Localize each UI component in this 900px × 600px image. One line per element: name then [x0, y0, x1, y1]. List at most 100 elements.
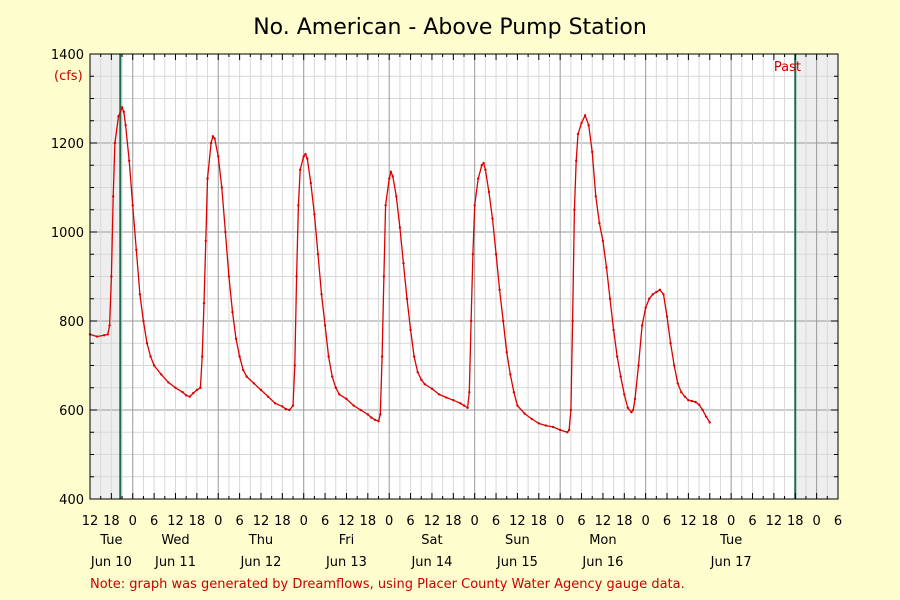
data-point [405, 297, 409, 300]
data-point [516, 404, 519, 407]
data-point [672, 364, 676, 367]
date-label: Jun 17 [710, 555, 752, 570]
data-point [644, 306, 647, 309]
data-point [127, 159, 131, 162]
weekday-label: Sat [421, 533, 442, 548]
data-point [619, 375, 622, 378]
weekday-label: Fri [339, 533, 355, 548]
data-point [160, 373, 163, 376]
y-tick-label: 1000 [51, 226, 84, 241]
data-point [388, 177, 391, 180]
data-point [234, 337, 238, 340]
data-point [309, 181, 313, 185]
data-point [231, 310, 234, 314]
data-point [631, 408, 635, 412]
y-tick-label: 800 [59, 315, 84, 330]
axis-ticks [89, 53, 839, 500]
x-tick-label: 12 [595, 514, 612, 529]
data-point [567, 428, 571, 432]
data-point [211, 135, 215, 138]
date-label: Jun 16 [581, 555, 623, 570]
data-point [477, 177, 480, 180]
data-point [640, 324, 644, 327]
data-point [615, 355, 619, 358]
data-point [334, 386, 337, 389]
data-point [651, 293, 654, 296]
data-point [605, 266, 608, 269]
data-point [327, 355, 330, 358]
data-point [110, 275, 113, 278]
data-point [298, 168, 302, 171]
data-point [306, 157, 309, 160]
data-point [437, 393, 441, 396]
data-point [501, 319, 505, 323]
x-tick-label: 6 [150, 514, 158, 529]
data-point [291, 404, 295, 407]
data-point [633, 397, 637, 401]
data-point [202, 302, 206, 305]
data-point [152, 364, 156, 367]
grid [89, 53, 839, 500]
data-point [482, 161, 485, 165]
data-point [313, 213, 316, 216]
date-label: Jun 11 [154, 555, 196, 570]
data-point [331, 375, 334, 378]
data-point [224, 230, 227, 234]
x-tick-label: 18 [103, 514, 120, 529]
data-point [149, 355, 152, 358]
data-point [382, 275, 386, 278]
weekday-label: Wed [161, 533, 189, 548]
flow-series [88, 105, 711, 434]
x-tick-label: 6 [663, 514, 671, 529]
data-point [576, 132, 580, 136]
data-point [466, 406, 469, 409]
past-label: Past [774, 60, 801, 75]
data-point [135, 248, 138, 251]
data-point [227, 275, 231, 278]
x-tick-label: 12 [253, 514, 270, 529]
data-point [484, 168, 487, 171]
data-point [113, 141, 117, 145]
data-point [468, 391, 471, 394]
data-point [95, 335, 99, 338]
data-point [708, 421, 711, 424]
data-point [181, 391, 184, 394]
data-point [630, 411, 633, 414]
data-point [398, 226, 402, 229]
data-point [566, 431, 569, 434]
x-tick-label: 18 [701, 514, 718, 529]
x-tick-label: 0 [642, 514, 650, 529]
x-tick-label: 0 [129, 514, 137, 529]
time-markers [119, 54, 797, 499]
x-tick-label: 6 [321, 514, 329, 529]
data-point [591, 150, 594, 154]
weekday-label: Tue [719, 533, 742, 548]
data-point [523, 412, 526, 415]
x-tick-label: 6 [748, 514, 756, 529]
data-point [583, 114, 587, 117]
data-point [245, 375, 248, 378]
data-point [573, 208, 576, 211]
data-point [612, 328, 615, 332]
data-point [537, 422, 540, 425]
data-point [302, 155, 305, 158]
x-tick-label: 18 [189, 514, 206, 529]
data-point [480, 164, 484, 167]
data-point [494, 253, 498, 256]
data-point [430, 387, 434, 390]
y-tick-label: 400 [59, 493, 84, 508]
data-point [213, 137, 216, 140]
date-label: Jun 15 [496, 555, 538, 570]
data-point [452, 399, 455, 402]
data-point [284, 407, 288, 411]
data-point [288, 408, 291, 412]
weekday-label: Tue [99, 533, 122, 548]
x-tick-label: 18 [616, 514, 633, 529]
x-tick-label: 12 [424, 514, 441, 529]
x-tick-label: 0 [556, 514, 564, 529]
data-point [505, 350, 508, 354]
data-point [487, 190, 491, 194]
data-point [195, 388, 199, 392]
data-point [389, 170, 393, 174]
x-tick-label: 12 [338, 514, 355, 529]
